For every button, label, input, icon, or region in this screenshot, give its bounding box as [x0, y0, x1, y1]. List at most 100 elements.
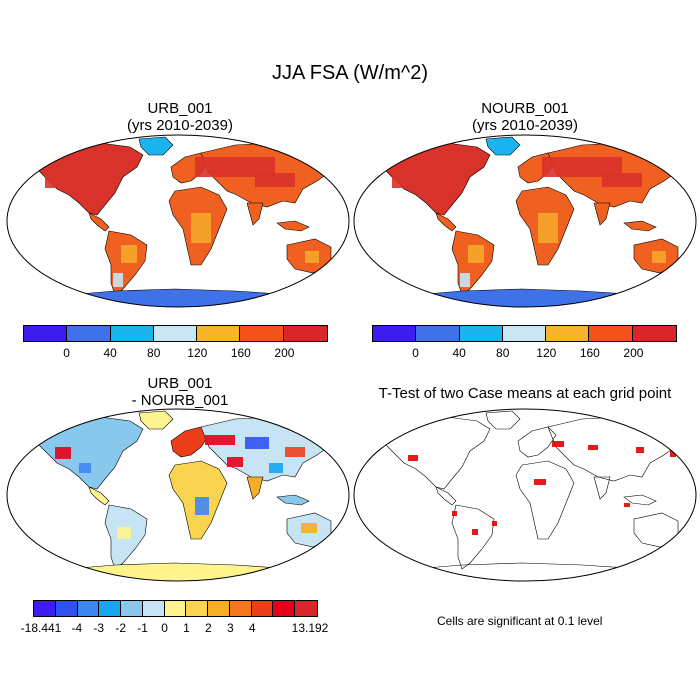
landmass-antarctica — [54, 562, 306, 581]
landmass-australia — [633, 512, 679, 548]
map-content — [377, 410, 683, 581]
colorbar-urb-label: 120 — [187, 346, 208, 360]
landmass-greenland — [485, 410, 521, 430]
landmass-africa — [515, 460, 575, 540]
colorbar-difference-label: 2 — [205, 621, 212, 635]
colorbar-difference-label: 1 — [183, 621, 190, 635]
field-patch — [269, 463, 283, 473]
field-patch — [542, 157, 622, 177]
panel3-title-line1: URB_001 — [147, 375, 213, 392]
colorbar-difference-swatch — [142, 601, 165, 616]
colorbar-nourb-label: 0 — [412, 346, 419, 360]
field-patch — [392, 163, 432, 188]
significant-cell — [452, 511, 457, 516]
panel1-title: URB_001 (yrs 2010-2039) — [60, 100, 300, 134]
map-border — [353, 408, 697, 582]
colorbar-difference-label: -2 — [115, 621, 127, 635]
panel1-title-line1: URB_001 — [147, 100, 213, 117]
colorbar-difference-label: -3 — [93, 621, 105, 635]
field-patch — [602, 173, 642, 187]
colorbar-difference-swatch — [121, 601, 143, 616]
colorbar-difference-label: -1 — [137, 621, 148, 635]
panel4-title-line1: T-Test of two Case means at each grid po… — [378, 385, 672, 402]
landmass-europe — [170, 426, 210, 458]
significant-cell — [636, 447, 644, 453]
field-patch — [652, 251, 666, 263]
field-patch — [538, 213, 558, 243]
colorbar-nourb-swatch — [459, 326, 503, 341]
field-patch — [255, 173, 295, 187]
colorbar-difference-label: -18.441 — [20, 621, 62, 635]
landmass-southAmerica — [451, 504, 495, 570]
colorbar-nourb-swatch — [632, 326, 676, 341]
field-patch — [227, 457, 243, 467]
colorbar-nourb — [372, 325, 677, 342]
landmass-centralAmerica — [435, 486, 457, 506]
landmass-antarctica — [401, 288, 653, 307]
colorbar-difference-label: -4 — [71, 621, 83, 635]
map-border — [353, 134, 697, 308]
field-patch — [305, 251, 319, 263]
colorbar-urb-label: 200 — [274, 346, 295, 360]
panel4-title: T-Test of two Case means at each grid po… — [355, 385, 695, 402]
colorbar-urb-label: 40 — [103, 346, 117, 360]
colorbar-nourb-label: 40 — [452, 346, 466, 360]
colorbar-difference-label: 0 — [161, 621, 168, 635]
field-patch — [301, 523, 317, 533]
field-patch — [468, 245, 484, 263]
map-nourb — [353, 134, 697, 308]
landmass-centralAmerica — [435, 212, 457, 232]
colorbar-urb-swatch — [283, 326, 327, 341]
field-patch — [285, 447, 305, 457]
field-patch — [195, 157, 275, 177]
colorbar-nourb-swatch — [416, 326, 460, 341]
significant-cell — [588, 445, 598, 450]
colorbar-difference-swatch — [164, 601, 187, 616]
colorbar-nourb-swatch — [502, 326, 547, 341]
field-patch — [205, 435, 235, 445]
map-border — [6, 408, 350, 582]
colorbar-urb-label: 80 — [147, 346, 161, 360]
field-patch — [113, 273, 123, 287]
colorbar-nourb-label: 120 — [536, 346, 557, 360]
panel3-title-line2: - NOURB_001 — [131, 392, 229, 409]
colorbar-nourb-swatch — [373, 326, 417, 341]
map-urb — [6, 134, 350, 308]
landmass-asia — [547, 416, 683, 482]
landmass-greenland — [138, 410, 174, 430]
field-patch — [121, 245, 137, 263]
colorbar-difference-swatch — [208, 601, 230, 616]
colorbar-difference-label: 4 — [248, 621, 256, 635]
landmass-indonesia — [276, 220, 310, 232]
field-patch — [45, 163, 85, 188]
significant-cell — [624, 503, 630, 507]
field-patch — [195, 497, 209, 515]
field-patch — [55, 447, 71, 459]
colorbar-urb-label: 0 — [63, 346, 70, 360]
significant-cell — [408, 455, 418, 461]
colorbar-difference-swatch — [186, 601, 209, 616]
panel3-title: URB_001 - NOURB_001 — [60, 375, 300, 409]
map-border — [6, 134, 350, 308]
map-content — [30, 136, 336, 307]
field-patch — [117, 527, 131, 539]
map-difference — [6, 408, 350, 582]
colorbar-nourb-label: 80 — [496, 346, 510, 360]
colorbar-urb-swatch — [197, 326, 241, 341]
colorbar-nourb-label: 200 — [623, 346, 644, 360]
colorbar-urb — [23, 325, 328, 342]
colorbar-urb-swatch — [110, 326, 154, 341]
colorbar-difference-swatch — [99, 601, 122, 616]
landmass-india — [246, 476, 264, 500]
significant-cell — [472, 529, 478, 535]
significant-cell — [602, 577, 616, 581]
figure-title: JJA FSA (W/m^2) — [271, 62, 429, 84]
panel2-title-line2: (yrs 2010-2039) — [472, 117, 578, 134]
significant-cell — [552, 441, 564, 447]
landmass-northAmerica — [30, 416, 144, 490]
map-content — [377, 136, 683, 307]
panel2-title: NOURB_001 (yrs 2010-2039) — [405, 100, 645, 134]
landmass-indonesia — [623, 220, 657, 232]
colorbar-urb-swatch — [240, 326, 284, 341]
colorbar-difference-swatch — [34, 601, 56, 616]
